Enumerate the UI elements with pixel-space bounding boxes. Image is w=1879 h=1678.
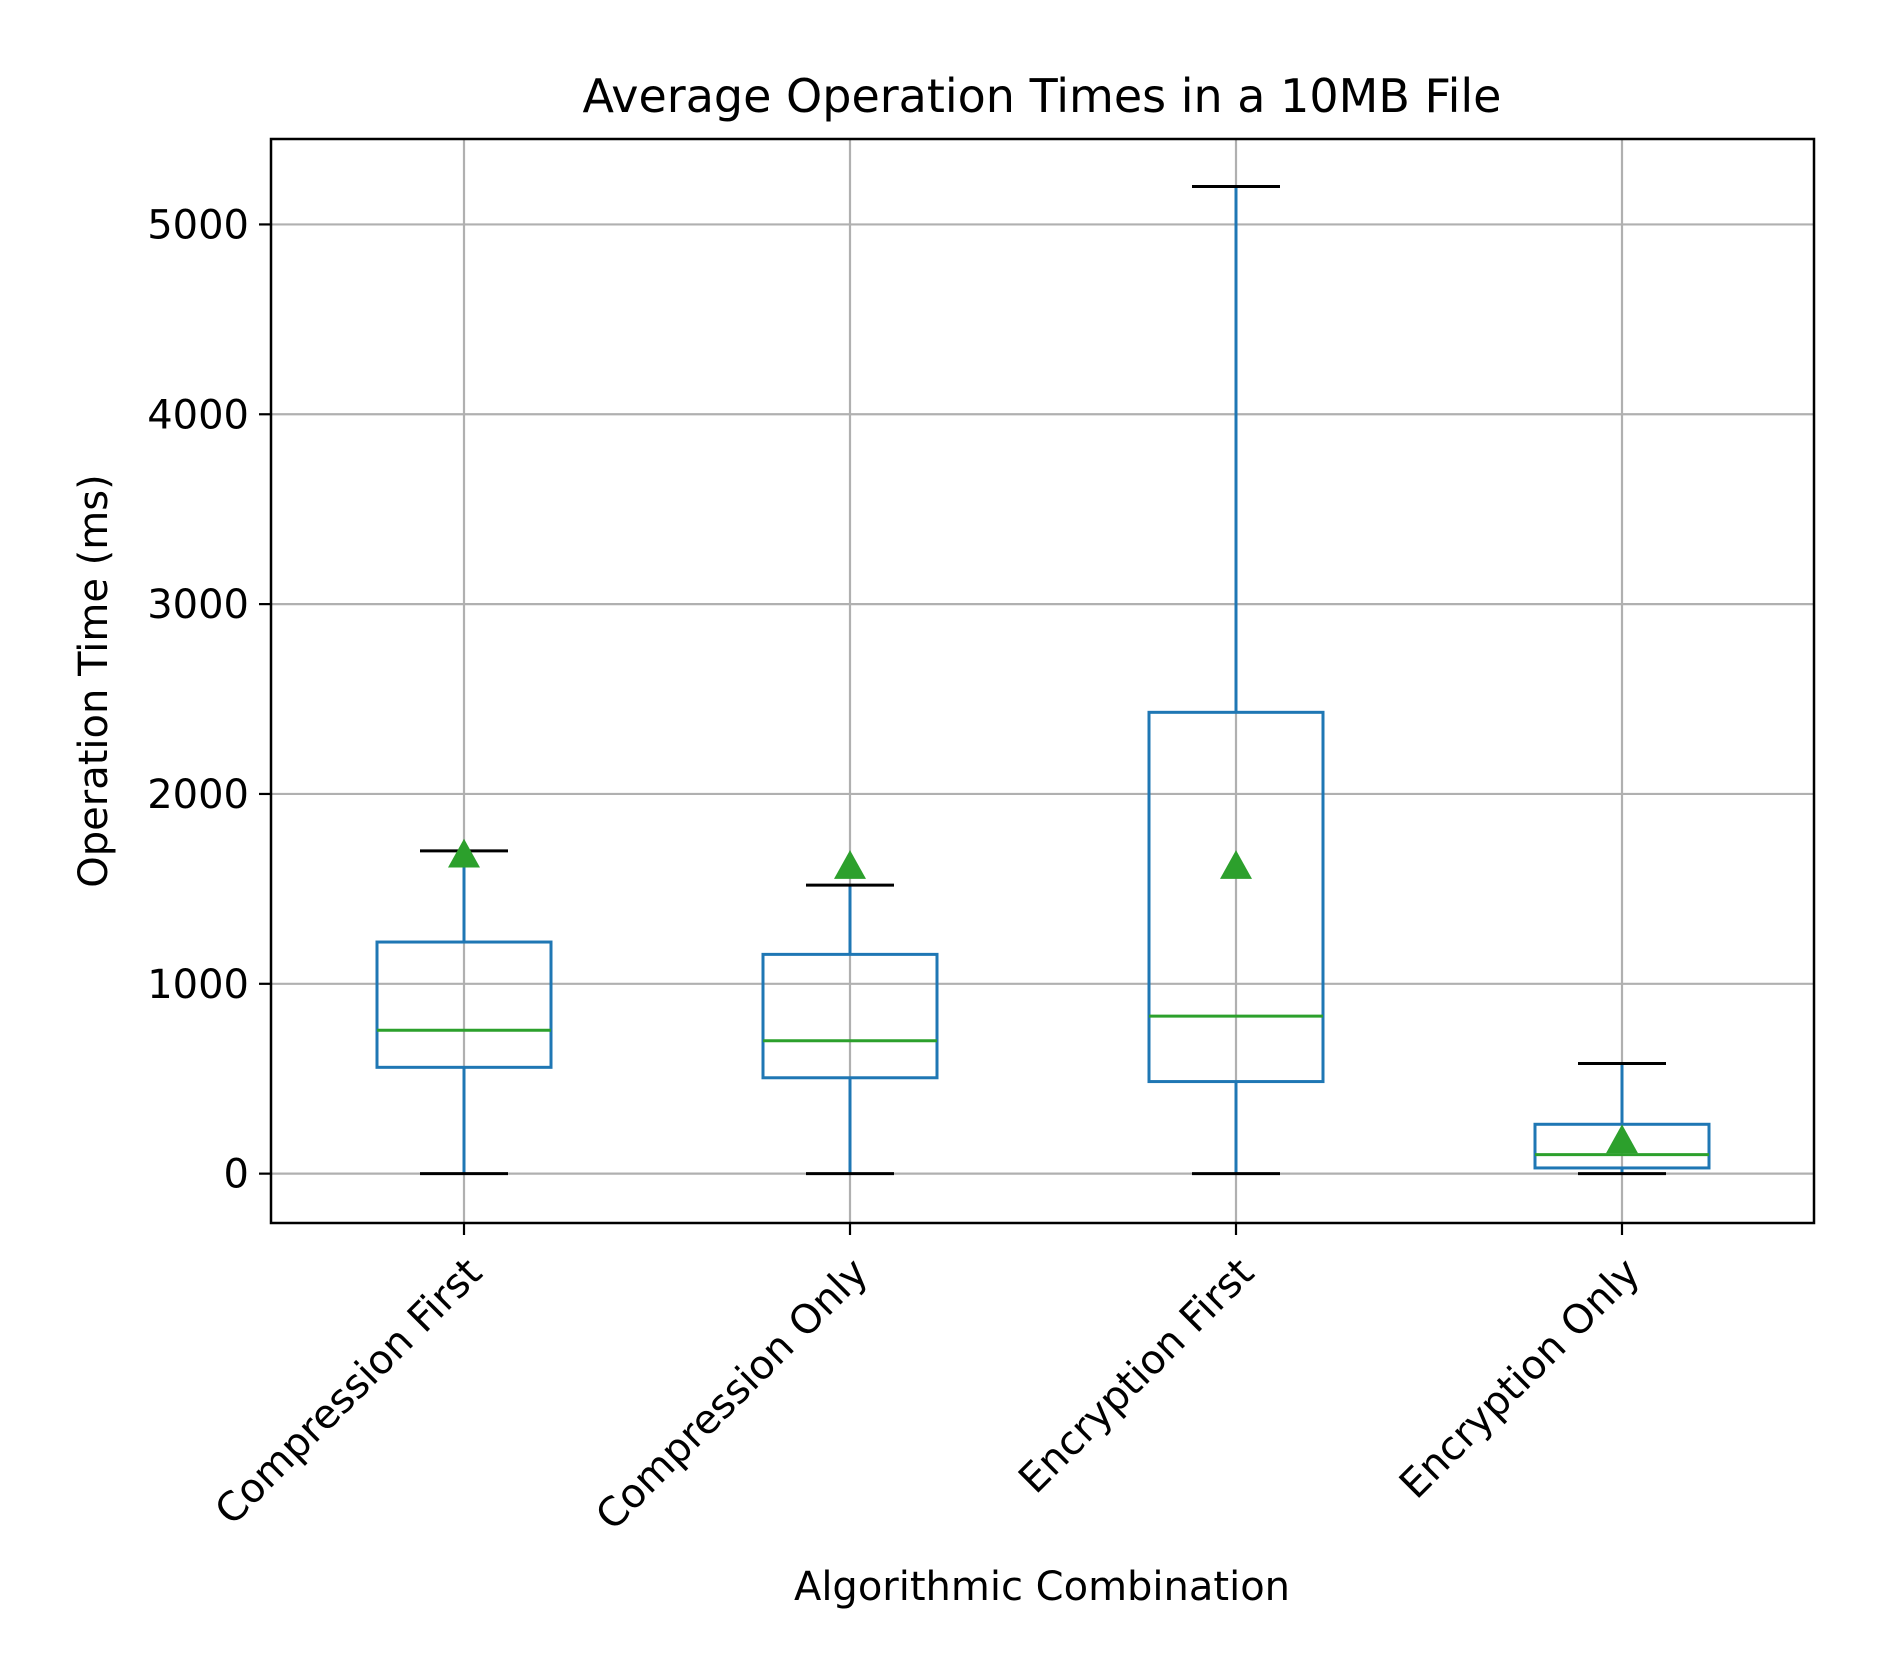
y-tick-label: 4000 <box>147 392 249 438</box>
iqr-box <box>761 952 939 1080</box>
y-axis-label: Operation Time (ms) <box>71 474 117 887</box>
grid-lines <box>271 139 1814 1223</box>
iqr-box <box>1147 710 1325 1084</box>
plot-frame <box>269 137 1816 1225</box>
x-axis-label: Algorithmic Combination <box>794 1564 1290 1610</box>
mean-marker <box>1606 1124 1638 1154</box>
x-tick-label: Encryption Only <box>1391 1250 1649 1508</box>
chart-title: Average Operation Times in a 10MB File <box>583 69 1502 123</box>
iqr-box <box>1533 1122 1711 1170</box>
box-group <box>1147 184 1325 1176</box>
boxes-layer <box>375 184 1711 1176</box>
y-tick-label: 2000 <box>147 772 249 818</box>
y-axis-ticks: 0 1000 2000 3000 4000 5000 <box>147 202 271 1198</box>
box-group <box>761 850 939 1176</box>
mean-marker <box>834 850 866 879</box>
box-group <box>375 838 553 1176</box>
box-group <box>1533 1062 1711 1176</box>
y-tick-label: 1000 <box>147 962 249 1008</box>
mean-marker <box>448 838 480 868</box>
y-tick-label: 3000 <box>147 582 249 628</box>
x-tick-label: Compression First <box>206 1250 491 1535</box>
mean-marker <box>1220 850 1252 879</box>
y-tick-label: 5000 <box>147 202 249 248</box>
y-tick-label: 0 <box>224 1152 249 1198</box>
iqr-box <box>375 940 553 1069</box>
x-axis-ticks: Compression First Compression Only Encrypt… <box>206 1223 1649 1539</box>
x-tick-label: Compression Only <box>587 1250 877 1540</box>
x-tick-label: Encryption First <box>1010 1250 1263 1503</box>
